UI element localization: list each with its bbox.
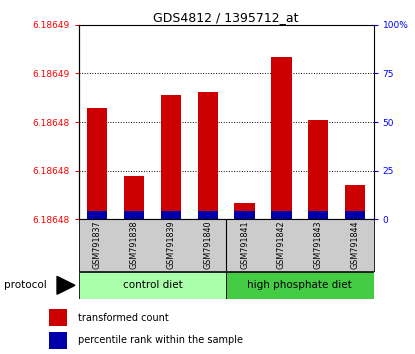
Polygon shape <box>57 276 75 294</box>
Bar <box>87 108 107 219</box>
Bar <box>49 332 67 349</box>
Bar <box>161 211 181 219</box>
Text: GSM791840: GSM791840 <box>203 221 212 269</box>
Text: GSM791843: GSM791843 <box>314 221 323 269</box>
Bar <box>161 95 181 219</box>
Bar <box>271 57 292 219</box>
Bar <box>308 211 328 219</box>
Bar <box>308 120 328 219</box>
Text: GSM791844: GSM791844 <box>351 221 359 269</box>
Bar <box>345 211 365 219</box>
Bar <box>198 92 218 219</box>
Text: percentile rank within the sample: percentile rank within the sample <box>78 335 243 345</box>
Bar <box>79 272 226 299</box>
Text: GSM791842: GSM791842 <box>277 221 286 269</box>
Text: GSM791838: GSM791838 <box>129 221 139 269</box>
Text: GSM791839: GSM791839 <box>166 221 176 269</box>
Text: GSM791837: GSM791837 <box>93 221 102 269</box>
Text: GSM791841: GSM791841 <box>240 221 249 269</box>
Text: control diet: control diet <box>123 280 182 290</box>
Bar <box>234 211 255 219</box>
Bar <box>124 176 144 219</box>
Bar <box>87 211 107 219</box>
Text: transformed count: transformed count <box>78 313 169 323</box>
Text: high phosphate diet: high phosphate diet <box>247 280 352 290</box>
Bar <box>198 211 218 219</box>
Bar <box>345 185 365 219</box>
Bar <box>271 211 292 219</box>
Bar <box>226 272 374 299</box>
Bar <box>49 309 67 326</box>
Title: GDS4812 / 1395712_at: GDS4812 / 1395712_at <box>154 11 299 24</box>
Text: protocol: protocol <box>4 280 47 290</box>
Bar <box>234 203 255 219</box>
Bar <box>124 211 144 219</box>
